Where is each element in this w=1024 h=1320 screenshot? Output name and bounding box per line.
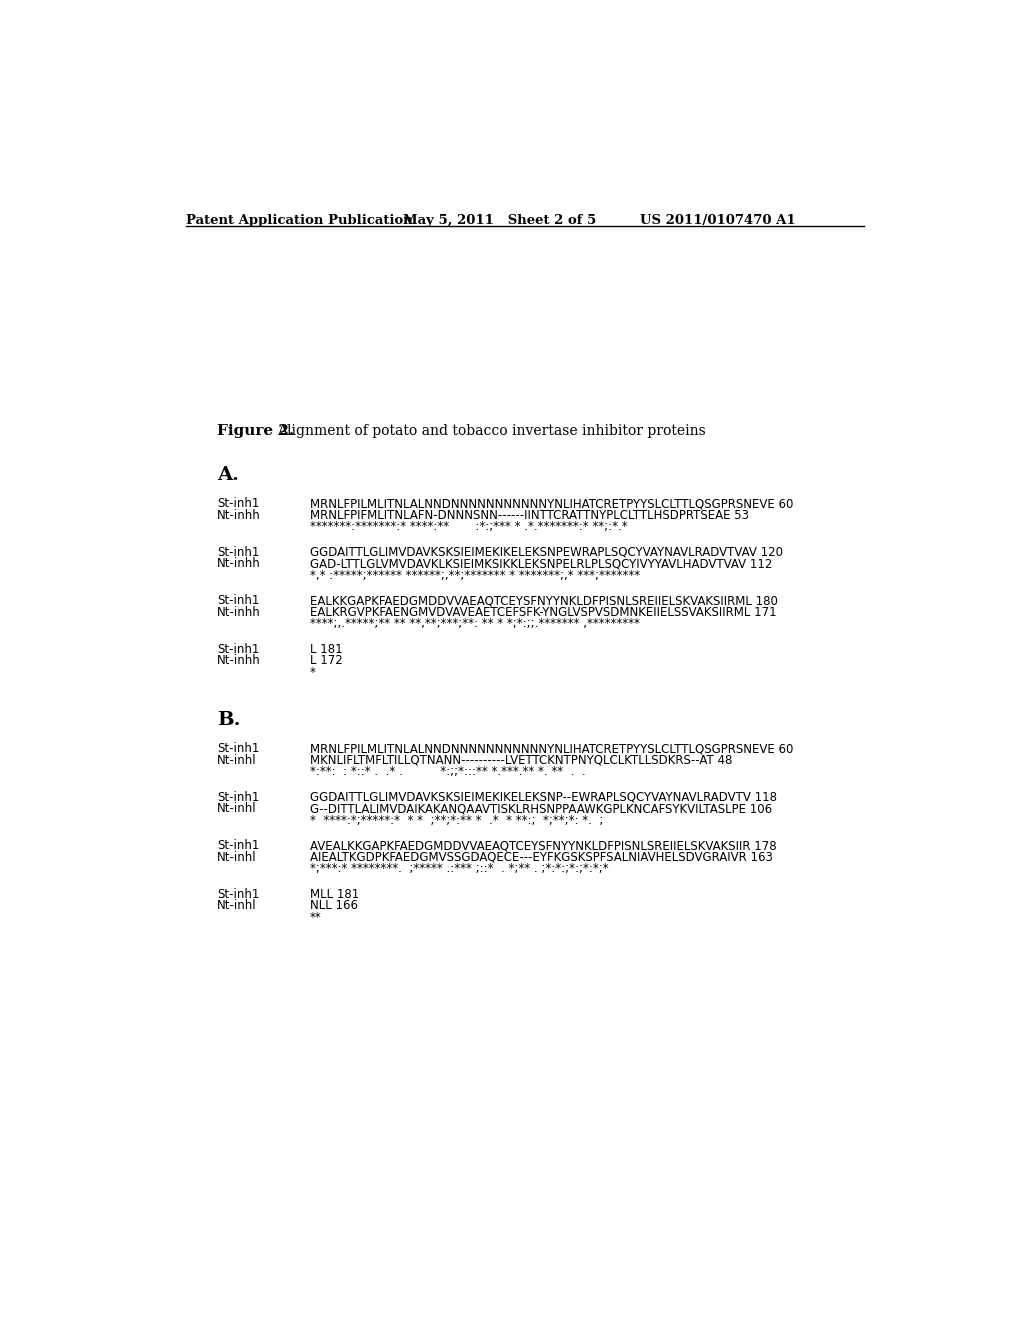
Text: G--DITTLALIMVDAIKAKANQAAVTISKLRHSNPPAAWKGPLKNCAFSYKVILTASLPE 106: G--DITTLALIMVDAIKAKANQAAVTISKLRHSNPPAAWK… <box>310 803 772 816</box>
Text: St-inh1: St-inh1 <box>217 742 259 755</box>
Text: Nt-inhh: Nt-inhh <box>217 655 261 668</box>
Text: L 181: L 181 <box>310 643 343 656</box>
Text: *;***:* ********.  ;***** .:*** ;::*  . *;** . ;*:*:;*:;*:*;*: *;***:* ********. ;***** .:*** ;::* . *;… <box>310 862 608 875</box>
Text: MRNLFPIFMLITNLAFN-DNNNSNN------IINTTCRATTNYPLCLTTLHSDPRTSEAE 53: MRNLFPIFMLITNLAFN-DNNNSNN------IINTTCRAT… <box>310 508 750 521</box>
Text: EALKRGVPKFAENGMVDVAVEAETCEFSFK-YNGLVSPVSDMNKEIIELSSVAKSIIRML 171: EALKRGVPKFAENGMVDVAVEAETCEFSFK-YNGLVSPVS… <box>310 606 777 619</box>
Text: *: * <box>310 665 316 678</box>
Text: St-inh1: St-inh1 <box>217 594 259 607</box>
Text: St-inh1: St-inh1 <box>217 643 259 656</box>
Text: US 2011/0107470 A1: US 2011/0107470 A1 <box>640 214 795 227</box>
Text: Alignment of potato and tobacco invertase inhibitor proteins: Alignment of potato and tobacco invertas… <box>278 424 707 438</box>
Text: GAD-LTTLGLVMVDAVKLKSIEIMKSIKKLEKSNPELRLPLSQCYIVYYAVLHADVTVAV 112: GAD-LTTLGLVMVDAVKLKSIEIMKSIKKLEKSNPELRLP… <box>310 557 772 570</box>
Text: St-inh1: St-inh1 <box>217 545 259 558</box>
Text: GGDAITTLGLIMVDAVKSKSIEIMEKIKELEKSNPEWRAPLSQCYVAYNAVLRADVTVAV 120: GGDAITTLGLIMVDAVKSKSIEIMEKIKELEKSNPEWRAP… <box>310 545 783 558</box>
Text: MRNLFPILMLITNLALNNDNNNNNNNNNNNYNLIHATCRETPYYSLCLTTLQSGPRSNEVE 60: MRNLFPILMLITNLALNNDNNNNNNNNNNNYNLIHATCRE… <box>310 498 794 511</box>
Text: *  ****:*;*****:*  * *  ;**;*:** *  .*  * **:;  *;**;*: *.  ;: * ****:*;*****:* * * ;**;*:** * .* * **:… <box>310 813 603 826</box>
Text: Nt-inhh: Nt-inhh <box>217 606 261 619</box>
Text: AIEALTKGDPKFAEDGMVSSGDAQECE---EYFKGSKSPFSALNIAVHELSDVGRAIVR 163: AIEALTKGDPKFAEDGMVSSGDAQECE---EYFKGSKSPF… <box>310 850 773 863</box>
Text: St-inh1: St-inh1 <box>217 840 259 853</box>
Text: St-inh1: St-inh1 <box>217 791 259 804</box>
Text: **: ** <box>310 911 322 924</box>
Text: Nt-inhl: Nt-inhl <box>217 754 257 767</box>
Text: Patent Application Publication: Patent Application Publication <box>186 214 413 227</box>
Text: *:**:  : *::* .  .* .          *:;;*:::** *.***.** *. **  .  .: *:**: : *::* . .* . *:;;*:::** *.***.** … <box>310 766 586 779</box>
Text: Figure 2.: Figure 2. <box>217 424 294 438</box>
Text: Nt-inhl: Nt-inhl <box>217 850 257 863</box>
Text: MKNLIFLTMFLTILLQTNANN----------LVETTCKNTPNYQLCLKTLLSDKRS--AT 48: MKNLIFLTMFLTILLQTNANN----------LVETTCKNT… <box>310 754 732 767</box>
Text: St-inh1: St-inh1 <box>217 498 259 511</box>
Text: Nt-inhh: Nt-inhh <box>217 557 261 570</box>
Text: GGDAITTLGLIMVDAVKSKSIEIMEKIKELEKSNP--EWRAPLSQCYVAYNAVLRADVTV 118: GGDAITTLGLIMVDAVKSKSIEIMEKIKELEKSNP--EWR… <box>310 791 777 804</box>
Text: Nt-inhl: Nt-inhl <box>217 803 257 816</box>
Text: *,* :*****;****** ******;,**;******* * *******;,* ***;*******: *,* :*****;****** ******;,**;******* * *… <box>310 569 640 582</box>
Text: NLL 166: NLL 166 <box>310 899 358 912</box>
Text: L 172: L 172 <box>310 655 343 668</box>
Text: A.: A. <box>217 466 240 484</box>
Text: *******:*******:* ****:**       :*:;*** * .*.*******:* **;:*.*: *******:*******:* ****:** :*:;*** * .*.*… <box>310 520 628 533</box>
Text: B.: B. <box>217 711 241 729</box>
Text: AVEALKKGAPKFAEDGMDDVVAEAQTCEYSFNYYNKLDFPISNLSREIIELSKVAKSIIR 178: AVEALKKGAPKFAEDGMDDVVAEAQTCEYSFNYYNKLDFP… <box>310 840 777 853</box>
Text: MRNLFPILMLITNLALNNDNNNNNNNNNNNYNLIHATCRETPYYSLCLTTLQSGPRSNEVE 60: MRNLFPILMLITNLALNNDNNNNNNNNNNNYNLIHATCRE… <box>310 742 794 755</box>
Text: St-inh1: St-inh1 <box>217 887 259 900</box>
Text: EALKKGAPKFAEDGMDDVVAEAQTCEYSFNYYNKLDFPISNLSREIIELSKVAKSIIRML 180: EALKKGAPKFAEDGMDDVVAEAQTCEYSFNYYNKLDFPIS… <box>310 594 778 607</box>
Text: May 5, 2011   Sheet 2 of 5: May 5, 2011 Sheet 2 of 5 <box>403 214 596 227</box>
Text: ****;,.*****;** ** **,**;***;**: ** * *;*:;;.******* ,*********: ****;,.*****;** ** **,**;***;**: ** * *;… <box>310 618 640 631</box>
Text: Nt-inhl: Nt-inhl <box>217 899 257 912</box>
Text: Nt-inhh: Nt-inhh <box>217 508 261 521</box>
Text: MLL 181: MLL 181 <box>310 887 359 900</box>
